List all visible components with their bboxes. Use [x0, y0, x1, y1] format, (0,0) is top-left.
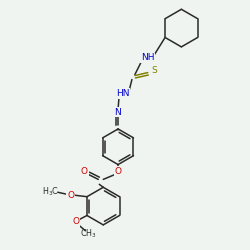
- Text: O: O: [114, 167, 121, 176]
- Text: HN: HN: [116, 89, 130, 98]
- Text: N: N: [114, 108, 120, 117]
- Text: O: O: [67, 191, 74, 200]
- Text: S: S: [152, 66, 158, 75]
- Text: O: O: [72, 218, 79, 226]
- Text: NH: NH: [141, 53, 154, 62]
- Text: O: O: [81, 167, 88, 176]
- Text: CH$_3$: CH$_3$: [80, 228, 97, 240]
- Text: H$_3$C: H$_3$C: [42, 186, 59, 198]
